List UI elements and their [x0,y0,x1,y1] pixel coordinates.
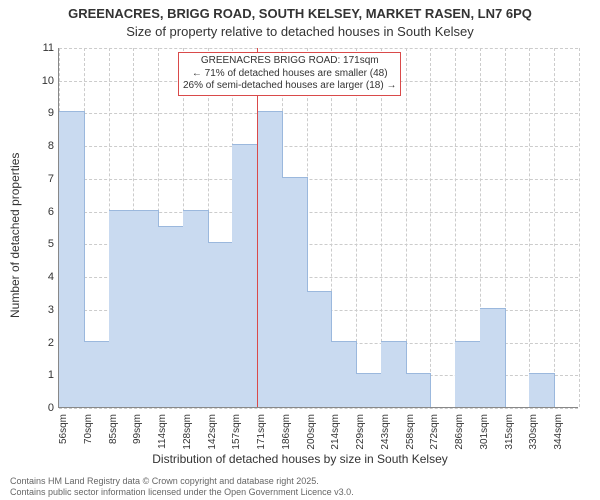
histogram-bar [529,373,555,407]
chart-container: GREENACRES, BRIGG ROAD, SOUTH KELSEY, MA… [0,0,600,500]
histogram-bar [84,341,110,407]
plot-area [58,48,578,408]
y-tick-label: 5 [24,238,54,250]
histogram-bar [307,291,333,407]
x-tick-label: 286sqm [454,414,465,454]
y-tick-label: 0 [24,402,54,414]
y-tick-label: 2 [24,337,54,349]
footer-line-2: Contains public sector information licen… [10,487,354,498]
y-tick-label: 8 [24,140,54,152]
y-tick-label: 11 [24,42,54,54]
gridline-horizontal [59,113,578,114]
histogram-bar [381,341,407,407]
histogram-bar [183,210,209,407]
x-tick-label: 142sqm [207,414,218,454]
gridline-horizontal [59,179,578,180]
x-tick-label: 229sqm [355,414,366,454]
histogram-bar [455,341,481,407]
x-tick-label: 344sqm [553,414,564,454]
title-line-1: GREENACRES, BRIGG ROAD, SOUTH KELSEY, MA… [0,6,600,21]
histogram-bar [133,210,159,407]
gridline-vertical [430,48,431,407]
x-tick-label: 70sqm [83,414,94,454]
x-axis-label: Distribution of detached houses by size … [0,452,600,466]
x-tick-label: 330sqm [528,414,539,454]
histogram-bar [257,111,283,407]
title-line-2: Size of property relative to detached ho… [0,24,600,39]
histogram-bar [208,242,234,407]
x-tick-label: 200sqm [306,414,317,454]
y-tick-label: 3 [24,304,54,316]
gridline-horizontal [59,408,578,409]
marker-line [257,48,258,407]
x-tick-label: 171sqm [256,414,267,454]
x-tick-label: 315sqm [504,414,515,454]
x-tick-label: 114sqm [157,414,168,454]
y-tick-label: 7 [24,173,54,185]
histogram-bar [480,308,506,407]
x-tick-label: 258sqm [405,414,416,454]
histogram-bar [331,341,357,407]
gridline-vertical [529,48,530,407]
y-axis-label: Number of detached properties [8,153,22,318]
x-tick-label: 186sqm [281,414,292,454]
x-tick-label: 99sqm [132,414,143,454]
footer-line-1: Contains HM Land Registry data © Crown c… [10,476,354,487]
x-tick-label: 85sqm [108,414,119,454]
x-tick-label: 301sqm [479,414,490,454]
annotation-box: GREENACRES BRIGG ROAD: 171sqm← 71% of de… [178,52,401,96]
x-tick-label: 243sqm [380,414,391,454]
gridline-vertical [579,48,580,407]
histogram-bar [282,177,308,407]
x-tick-label: 128sqm [182,414,193,454]
histogram-bar [158,226,184,407]
footer-attribution: Contains HM Land Registry data © Crown c… [10,476,354,498]
x-tick-label: 56sqm [58,414,69,454]
y-tick-label: 6 [24,206,54,218]
y-tick-label: 4 [24,271,54,283]
x-tick-label: 214sqm [330,414,341,454]
y-tick-label: 10 [24,75,54,87]
histogram-bar [406,373,432,407]
x-tick-label: 272sqm [429,414,440,454]
gridline-horizontal [59,48,578,49]
annotation-line: GREENACRES BRIGG ROAD: 171sqm [183,55,396,68]
y-tick-label: 1 [24,369,54,381]
histogram-bar [356,373,382,407]
x-tick-label: 157sqm [231,414,242,454]
gridline-vertical [554,48,555,407]
annotation-line: ← 71% of detached houses are smaller (48… [183,68,396,81]
annotation-line: 26% of semi-detached houses are larger (… [183,80,396,93]
histogram-bar [109,210,135,407]
gridline-horizontal [59,146,578,147]
histogram-bar [59,111,85,407]
y-tick-label: 9 [24,107,54,119]
histogram-bar [232,144,258,407]
